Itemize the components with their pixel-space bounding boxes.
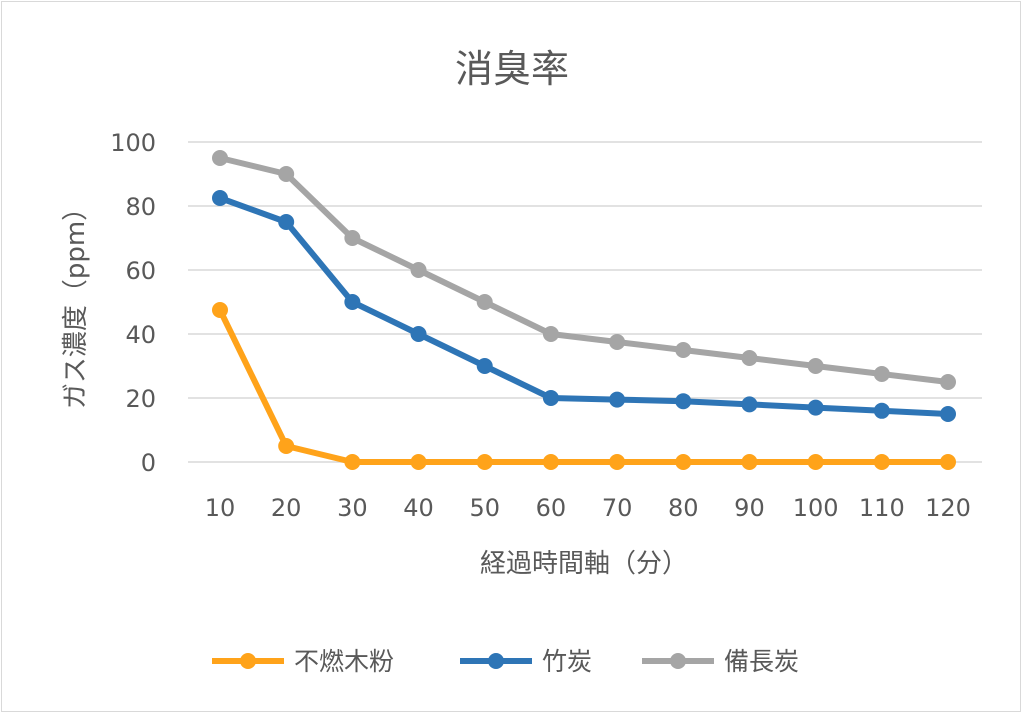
x-tick-label: 60 xyxy=(536,494,567,522)
data-point xyxy=(278,438,295,454)
data-point xyxy=(741,454,758,470)
x-tick-label: 100 xyxy=(793,494,839,522)
data-point xyxy=(609,334,626,350)
data-point xyxy=(410,262,427,278)
data-point xyxy=(542,390,559,406)
data-point xyxy=(344,294,361,310)
x-tick-label: 30 xyxy=(337,494,368,522)
data-point xyxy=(807,454,824,470)
x-tick-label: 90 xyxy=(734,494,765,522)
data-point xyxy=(741,396,758,413)
x-tick-label: 50 xyxy=(469,494,500,522)
data-point xyxy=(873,402,890,419)
data-point xyxy=(278,214,295,230)
chart-title: 消臭率 xyxy=(455,47,569,91)
data-point xyxy=(344,230,361,246)
data-point xyxy=(807,358,824,374)
x-tick-labels: 10 20 30 40 50 60 70 80 90 100 110 120 xyxy=(205,494,971,522)
gridlines xyxy=(188,141,982,463)
data-point xyxy=(542,326,559,342)
data-point xyxy=(542,454,559,470)
data-point xyxy=(476,358,493,374)
data-point xyxy=(212,150,228,166)
data-point xyxy=(873,454,890,470)
x-tick-label: 120 xyxy=(925,494,971,522)
x-tick-label: 20 xyxy=(271,494,302,522)
series-備長炭 xyxy=(212,150,956,390)
series-竹炭 xyxy=(212,190,956,422)
data-point xyxy=(476,294,493,310)
y-tick-label: 100 xyxy=(110,129,156,157)
data-point xyxy=(212,190,228,206)
data-point xyxy=(609,391,626,408)
legend-label: 不燃木粉 xyxy=(294,647,394,676)
legend: 不燃木粉 竹炭 備長炭 xyxy=(212,647,799,676)
data-point xyxy=(410,454,427,470)
data-point xyxy=(675,454,692,470)
data-point xyxy=(940,454,956,470)
series-group xyxy=(212,150,956,470)
y-tick-label: 40 xyxy=(125,321,156,349)
y-tick-label: 0 xyxy=(141,449,156,477)
series-line xyxy=(217,308,948,465)
legend-label: 竹炭 xyxy=(542,647,592,676)
data-point xyxy=(476,454,493,470)
series-不燃木粉 xyxy=(212,302,956,470)
data-point xyxy=(741,350,758,366)
series-line xyxy=(218,195,949,417)
data-point xyxy=(675,393,692,410)
x-tick-label: 110 xyxy=(859,494,905,522)
data-point xyxy=(278,166,295,182)
data-point xyxy=(212,302,228,318)
data-point xyxy=(344,454,361,470)
data-point xyxy=(940,374,956,390)
y-tick-label: 20 xyxy=(125,385,156,413)
x-tick-label: 80 xyxy=(668,494,699,522)
legend-label: 備長炭 xyxy=(724,647,799,676)
data-point xyxy=(873,366,890,382)
data-point xyxy=(675,342,692,358)
data-point xyxy=(410,326,427,342)
data-point xyxy=(609,454,626,470)
legend-marker xyxy=(670,653,686,669)
y-tick-label: 60 xyxy=(125,257,156,285)
y-tick-label: 80 xyxy=(125,193,156,221)
legend-marker xyxy=(488,653,504,669)
data-point xyxy=(940,406,956,422)
x-tick-label: 10 xyxy=(205,494,236,522)
x-tick-label: 40 xyxy=(403,494,434,522)
x-axis-label: 経過時間軸（分） xyxy=(480,549,688,579)
x-tick-label: 70 xyxy=(602,494,633,522)
y-tick-labels: 0 20 40 60 80 100 xyxy=(110,129,156,477)
legend-marker xyxy=(240,653,256,669)
data-point xyxy=(807,399,824,416)
series-line xyxy=(219,155,949,385)
y-axis-label: ガス濃度（ppm） xyxy=(61,195,91,409)
